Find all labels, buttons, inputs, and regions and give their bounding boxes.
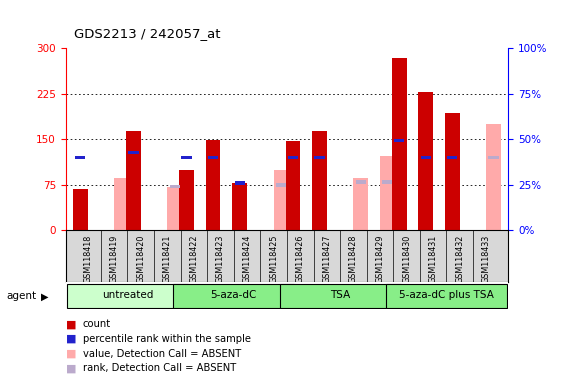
Bar xyxy=(274,170,288,230)
Bar xyxy=(382,180,392,184)
Bar xyxy=(167,187,182,230)
Text: ■: ■ xyxy=(66,319,76,329)
Bar xyxy=(170,185,180,189)
Text: GSM118432: GSM118432 xyxy=(455,235,464,283)
Bar xyxy=(75,156,86,159)
Bar xyxy=(206,141,220,230)
Bar xyxy=(392,58,407,230)
Text: GSM118419: GSM118419 xyxy=(110,235,119,283)
Bar xyxy=(447,156,457,159)
Bar xyxy=(208,156,218,159)
Text: GSM118418: GSM118418 xyxy=(83,235,92,283)
Text: GSM118430: GSM118430 xyxy=(402,235,411,283)
Text: GSM118422: GSM118422 xyxy=(190,235,198,283)
Bar xyxy=(182,156,192,159)
Bar xyxy=(114,177,129,230)
Text: GSM118424: GSM118424 xyxy=(243,235,252,283)
Text: ■: ■ xyxy=(66,363,76,373)
Bar xyxy=(445,113,460,230)
Bar xyxy=(126,131,140,230)
Bar xyxy=(312,131,327,230)
Bar xyxy=(73,189,87,230)
Text: GSM118425: GSM118425 xyxy=(269,235,278,283)
Text: GSM118433: GSM118433 xyxy=(482,235,490,283)
Text: value, Detection Call = ABSENT: value, Detection Call = ABSENT xyxy=(83,349,241,359)
Text: untreated: untreated xyxy=(102,290,153,300)
Bar xyxy=(235,181,245,185)
Bar xyxy=(488,156,498,159)
Text: GSM118420: GSM118420 xyxy=(136,235,145,283)
Bar xyxy=(276,183,286,187)
Text: 5-aza-dC plus TSA: 5-aza-dC plus TSA xyxy=(399,290,494,300)
Bar xyxy=(315,156,324,159)
Bar xyxy=(380,156,395,230)
Text: rank, Detection Call = ABSENT: rank, Detection Call = ABSENT xyxy=(83,363,236,373)
Bar xyxy=(67,283,188,308)
Text: ■: ■ xyxy=(66,334,76,344)
Text: GSM118427: GSM118427 xyxy=(322,235,331,283)
Bar xyxy=(421,156,431,159)
Text: percentile rank within the sample: percentile rank within the sample xyxy=(83,334,251,344)
Bar xyxy=(128,151,139,154)
Text: GSM118429: GSM118429 xyxy=(376,235,384,283)
Bar xyxy=(280,283,400,308)
Bar xyxy=(394,139,404,142)
Bar xyxy=(419,92,433,230)
Text: ■: ■ xyxy=(66,349,76,359)
Text: GDS2213 / 242057_at: GDS2213 / 242057_at xyxy=(74,27,221,40)
Text: agent: agent xyxy=(7,291,37,301)
Bar xyxy=(486,124,501,230)
Bar xyxy=(286,141,300,230)
Bar xyxy=(179,170,194,230)
Bar xyxy=(353,177,368,230)
Text: count: count xyxy=(83,319,111,329)
Bar xyxy=(232,183,247,230)
Text: GSM118431: GSM118431 xyxy=(429,235,437,283)
Text: TSA: TSA xyxy=(330,290,350,300)
Bar xyxy=(288,156,298,159)
Text: ▶: ▶ xyxy=(41,291,49,301)
Text: GSM118423: GSM118423 xyxy=(216,235,225,283)
Text: GSM118421: GSM118421 xyxy=(163,235,172,283)
Text: 5-aza-dC: 5-aza-dC xyxy=(211,290,257,300)
Text: GSM118428: GSM118428 xyxy=(349,235,358,283)
Text: GSM118426: GSM118426 xyxy=(296,235,305,283)
Bar xyxy=(356,180,366,184)
Bar xyxy=(174,283,294,308)
Bar xyxy=(386,283,507,308)
